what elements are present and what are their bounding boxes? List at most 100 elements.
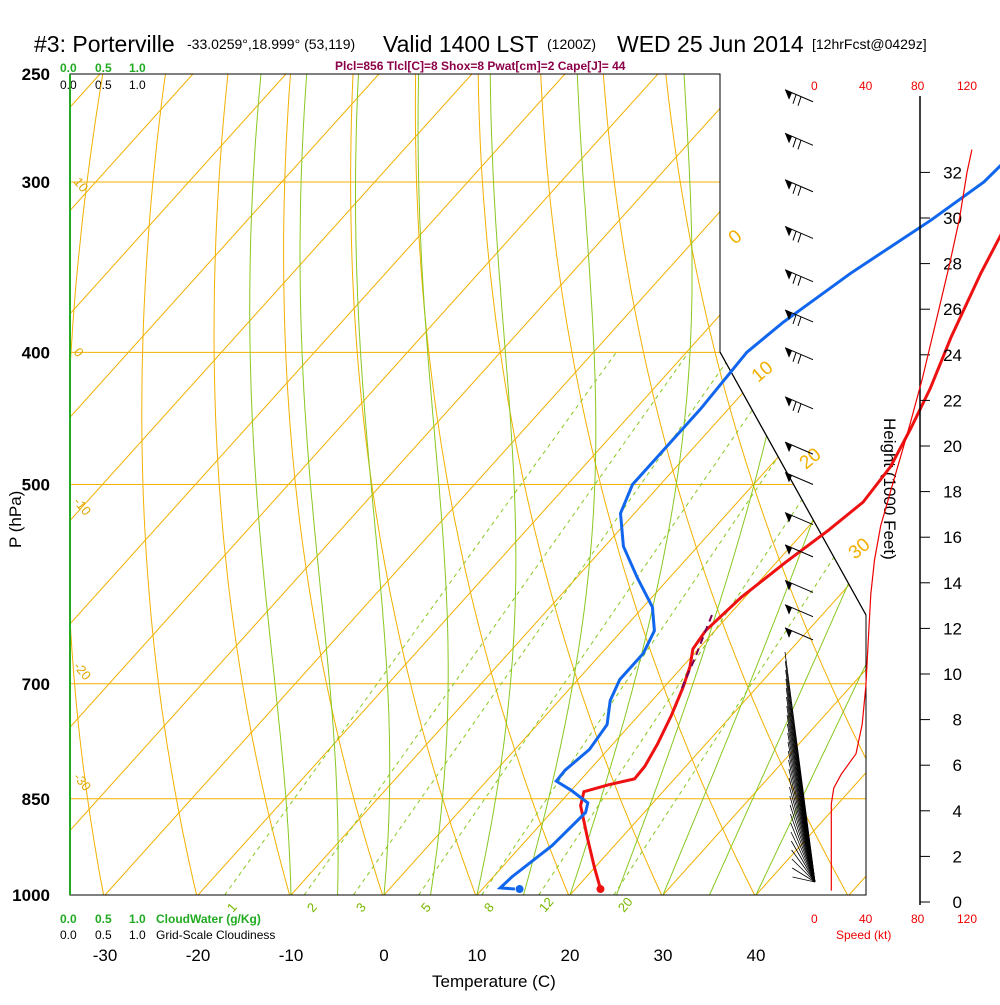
isotherm-50 bbox=[849, 74, 1000, 895]
height-tick-0: 0 bbox=[953, 893, 962, 912]
dry-adiabat bbox=[540, 50, 755, 895]
wind-barb-pennant bbox=[785, 133, 792, 143]
cloudiness-top-tick-0: 0.0 bbox=[60, 78, 77, 92]
wind-barb-600 bbox=[785, 580, 813, 592]
wind-barb-535 bbox=[785, 513, 813, 525]
pressure-tick-300: 300 bbox=[22, 173, 50, 192]
wind-barb-405 bbox=[785, 348, 813, 364]
wind-barb-pennant bbox=[785, 226, 792, 236]
speed-bottom-tick-0: 0 bbox=[811, 912, 818, 926]
cloudiness-top-tick-1: 0.5 bbox=[95, 78, 112, 92]
wind-barb-feather bbox=[798, 140, 801, 149]
cloudiness-bottom-tick-1: 0.5 bbox=[95, 928, 112, 942]
wind-barb-440 bbox=[785, 397, 813, 413]
dry-adiabat bbox=[142, 50, 197, 895]
wind-barb-330 bbox=[785, 226, 813, 242]
mixing-ratio-label-3: 3 bbox=[353, 900, 369, 915]
wind-barb-feather bbox=[793, 231, 796, 240]
height-tick-28: 28 bbox=[943, 255, 962, 274]
utc-time: (1200Z) bbox=[547, 36, 596, 52]
mixing-ratio-line-1 bbox=[225, 352, 617, 895]
temp-tick-40: 40 bbox=[747, 946, 766, 965]
wind-barb-feather bbox=[798, 233, 801, 242]
pressure-tick-850: 850 bbox=[22, 790, 50, 809]
mixing-ratio-label-20: 20 bbox=[615, 894, 636, 915]
mixing-ratio-label-5: 5 bbox=[418, 900, 434, 915]
cloud-scale-top-tick-2: 1.0 bbox=[129, 61, 146, 75]
moist-adiabat bbox=[300, 50, 338, 895]
wind-barb-262 bbox=[785, 90, 813, 106]
wind-speed-line bbox=[831, 150, 972, 891]
wind-barb-feather bbox=[798, 355, 801, 364]
dry-adiabat bbox=[849, 50, 1000, 895]
moist-adiabat bbox=[477, 50, 516, 895]
speed-top-tick-3: 120 bbox=[957, 79, 977, 93]
height-tick-2: 2 bbox=[953, 847, 962, 866]
dry-adiabat bbox=[214, 50, 290, 895]
station-title: #3: Porterville bbox=[34, 31, 175, 57]
height-tick-6: 6 bbox=[953, 756, 962, 775]
pressure-tick-700: 700 bbox=[22, 675, 50, 694]
wind-barb-pennant bbox=[785, 348, 792, 358]
temp-tick-30: 30 bbox=[654, 946, 673, 965]
wind-barb-feather bbox=[793, 185, 796, 194]
temp-tick--30: -30 bbox=[93, 946, 118, 965]
station-coordinates: -33.0259°,18.999° (53,119) bbox=[187, 36, 355, 52]
cloud-scale-bottom-tick-1: 0.5 bbox=[95, 912, 112, 926]
wind-barb-feather bbox=[793, 275, 796, 284]
height-tick-4: 4 bbox=[953, 802, 962, 821]
speed-bottom-tick-1: 40 bbox=[859, 912, 873, 926]
cloudiness-bottom-tick-0: 0.0 bbox=[60, 928, 77, 942]
height-tick-20: 20 bbox=[943, 437, 962, 456]
wind-barb-pennant bbox=[785, 180, 792, 190]
forecast-date: WED 25 Jun 2014 bbox=[617, 31, 804, 57]
parcel-line bbox=[682, 612, 713, 688]
wind-barb-feather bbox=[793, 353, 796, 362]
height-tick-18: 18 bbox=[943, 483, 962, 502]
forecast-run: [12hrFcst@0429z] bbox=[812, 36, 927, 52]
thermo-grid bbox=[0, 50, 1000, 895]
temp-tick-0: 0 bbox=[379, 946, 388, 965]
dry-adiabat bbox=[973, 50, 1000, 895]
mixing-ratio-line-8 bbox=[482, 352, 849, 895]
cloudiness-top-tick-2: 1.0 bbox=[129, 78, 146, 92]
wind-barb-pennant bbox=[785, 605, 792, 615]
mixing-ratio-label-8: 8 bbox=[481, 900, 497, 915]
height-tick-32: 32 bbox=[943, 163, 962, 182]
moist-adiabat bbox=[663, 50, 944, 895]
height-tick-10: 10 bbox=[943, 665, 962, 684]
height-tick-12: 12 bbox=[943, 619, 962, 638]
pressure-tick-500: 500 bbox=[22, 476, 50, 495]
x-axis-title: Temperature (C) bbox=[432, 972, 556, 991]
wind-barb-305 bbox=[785, 180, 813, 196]
dry-adiabat-label-30: 30 bbox=[845, 534, 875, 564]
surface-temperature-marker bbox=[596, 885, 604, 893]
speed-top-tick-2: 80 bbox=[911, 79, 925, 93]
temp-tick--20: -20 bbox=[186, 946, 211, 965]
wind-barb-feather bbox=[798, 277, 801, 286]
height-tick-26: 26 bbox=[943, 300, 962, 319]
moist-adiabat bbox=[756, 50, 1000, 895]
cloud-scale-bottom-tick-0: 0.0 bbox=[60, 912, 77, 926]
wind-barb-pennant bbox=[785, 442, 792, 452]
speed-top-tick-0: 0 bbox=[811, 79, 818, 93]
cloud-scale-top-tick-1: 0.5 bbox=[95, 61, 112, 75]
mixing-ratio-label-2: 2 bbox=[304, 900, 320, 915]
y-axis-title: P (hPa) bbox=[6, 491, 25, 548]
wind-barb-625 bbox=[785, 605, 813, 617]
speed-top-tick-1: 40 bbox=[859, 79, 873, 93]
wind-barb-feather bbox=[793, 138, 796, 147]
surface-dewpoint-marker bbox=[516, 885, 524, 893]
cloudwater-label: CloudWater (g/Kg) bbox=[156, 912, 261, 926]
wind-barb-pennant bbox=[785, 513, 792, 523]
wind-barb-feather bbox=[798, 187, 801, 196]
speed-bottom-tick-3: 120 bbox=[957, 912, 977, 926]
mixing-ratio-line-20 bbox=[614, 352, 968, 895]
pressure-tick-250: 250 bbox=[22, 65, 50, 84]
cloudiness-label: Grid-Scale Cloudiness bbox=[156, 928, 275, 942]
wind-barb-pennant bbox=[785, 90, 792, 100]
height-tick-14: 14 bbox=[943, 574, 962, 593]
height-tick-8: 8 bbox=[953, 711, 962, 730]
